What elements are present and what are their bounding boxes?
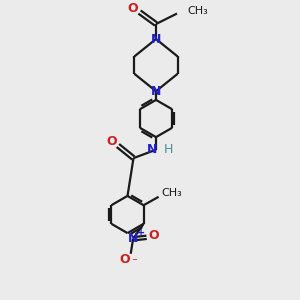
Text: O: O xyxy=(119,253,130,266)
Text: CH₃: CH₃ xyxy=(188,6,208,16)
Text: N: N xyxy=(128,232,138,245)
Text: O: O xyxy=(106,135,117,148)
Text: O: O xyxy=(128,2,138,15)
Text: N: N xyxy=(151,85,161,98)
Text: N: N xyxy=(151,32,161,46)
Text: ⁻: ⁻ xyxy=(131,257,137,267)
Text: +: + xyxy=(136,228,145,238)
Text: H: H xyxy=(164,143,173,156)
Text: O: O xyxy=(148,229,158,242)
Text: N: N xyxy=(147,143,158,156)
Text: CH₃: CH₃ xyxy=(162,188,182,198)
